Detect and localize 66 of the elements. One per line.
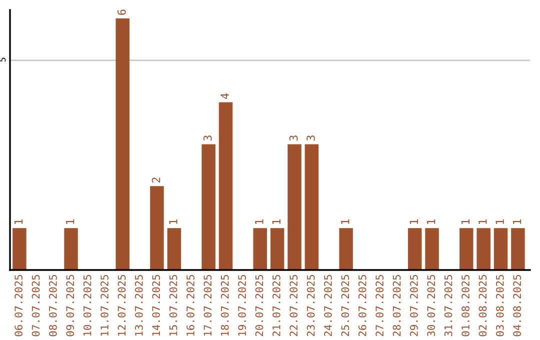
x-tick-label: 19.07.2025 xyxy=(238,275,246,336)
data-label: 1 xyxy=(496,219,504,224)
data-label: 1 xyxy=(66,219,74,224)
x-tick-label: 03.08.2025 xyxy=(496,275,504,336)
x-tick-label: 31.07.2025 xyxy=(444,275,452,336)
bar xyxy=(12,228,26,270)
x-tick-label: 15.07.2025 xyxy=(169,275,178,336)
x-tick-label: 04.08.2025 xyxy=(513,275,522,336)
bar xyxy=(408,228,422,270)
bar xyxy=(253,228,267,270)
data-label: 3 xyxy=(203,136,212,141)
data-label: 1 xyxy=(255,219,264,224)
x-tick-label: 20.07.2025 xyxy=(255,275,264,336)
bar xyxy=(494,228,508,270)
x-tick-label: 27.07.2025 xyxy=(376,275,384,336)
x-tick-label: 06.07.2025 xyxy=(14,275,23,336)
data-label: 6 xyxy=(117,10,126,15)
x-tick-label: 13.07.2025 xyxy=(134,275,143,336)
bar xyxy=(64,228,78,270)
x-tick-label: 28.07.2025 xyxy=(392,275,401,336)
data-label: 1 xyxy=(512,219,522,224)
x-tick-label: 12.07.2025 xyxy=(118,275,126,336)
bar xyxy=(270,228,284,270)
data-label: 1 xyxy=(427,219,436,224)
bar xyxy=(288,144,302,270)
data-label: 1 xyxy=(478,219,487,224)
x-tick-label: 24.07.2025 xyxy=(324,275,332,336)
x-tick-label: 10.07.2025 xyxy=(83,275,92,336)
data-label: 1 xyxy=(14,219,23,224)
x-tick-label: 21.07.2025 xyxy=(272,275,280,336)
data-label: 1 xyxy=(341,219,350,224)
x-tick-label: 08.07.2025 xyxy=(49,275,57,336)
x-tick-label: 22.07.2025 xyxy=(290,275,298,336)
bar xyxy=(116,18,130,270)
x-tick-label: 30.07.2025 xyxy=(427,275,436,336)
bar xyxy=(202,144,216,270)
x-tick-label: 14.07.2025 xyxy=(152,275,160,336)
data-label: 4 xyxy=(220,93,229,99)
x-tick-label: 18.07.2025 xyxy=(220,275,229,336)
x-tick-label: 17.07.2025 xyxy=(204,275,212,336)
x-tick-label: 09.07.2025 xyxy=(66,275,74,336)
bar xyxy=(339,228,353,270)
x-tick-label: 11.07.2025 xyxy=(100,275,108,336)
data-label: 1 xyxy=(169,219,178,224)
data-label: 3 xyxy=(306,136,315,141)
x-tick-label: 25.07.2025 xyxy=(341,275,350,336)
x-tick-label: 26.07.2025 xyxy=(358,275,366,336)
bar xyxy=(218,102,233,270)
data-label: 1 xyxy=(410,219,418,224)
data-label: 1 xyxy=(272,219,280,224)
data-label: 1 xyxy=(461,219,470,224)
bar xyxy=(511,228,525,270)
x-tick-label: 23.07.2025 xyxy=(306,275,315,336)
data-label: 2 xyxy=(152,178,160,183)
x-tick-label: 29.07.2025 xyxy=(410,275,418,336)
bar xyxy=(150,186,164,270)
bar xyxy=(425,228,439,270)
bar xyxy=(460,228,474,270)
x-tick-label: 07.07.2025 xyxy=(32,275,40,336)
x-tick-label: 01.08.2025 xyxy=(462,275,470,336)
bar xyxy=(304,144,319,270)
x-tick-label: 16.07.2025 xyxy=(186,275,194,336)
bar xyxy=(167,228,182,270)
x-tick-label: 02.08.2025 xyxy=(478,275,487,336)
data-label: 3 xyxy=(289,136,298,141)
bar xyxy=(476,228,490,270)
